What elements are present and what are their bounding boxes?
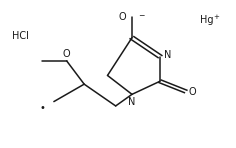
Text: N: N — [128, 97, 136, 107]
Text: −: − — [138, 11, 144, 20]
Text: O: O — [189, 87, 196, 97]
Text: •: • — [39, 103, 45, 113]
Text: N: N — [164, 50, 172, 60]
Text: O: O — [118, 12, 126, 22]
Text: HCl: HCl — [12, 31, 29, 41]
Text: O: O — [63, 49, 71, 59]
Text: Hg: Hg — [200, 15, 213, 25]
Text: +: + — [213, 14, 219, 20]
